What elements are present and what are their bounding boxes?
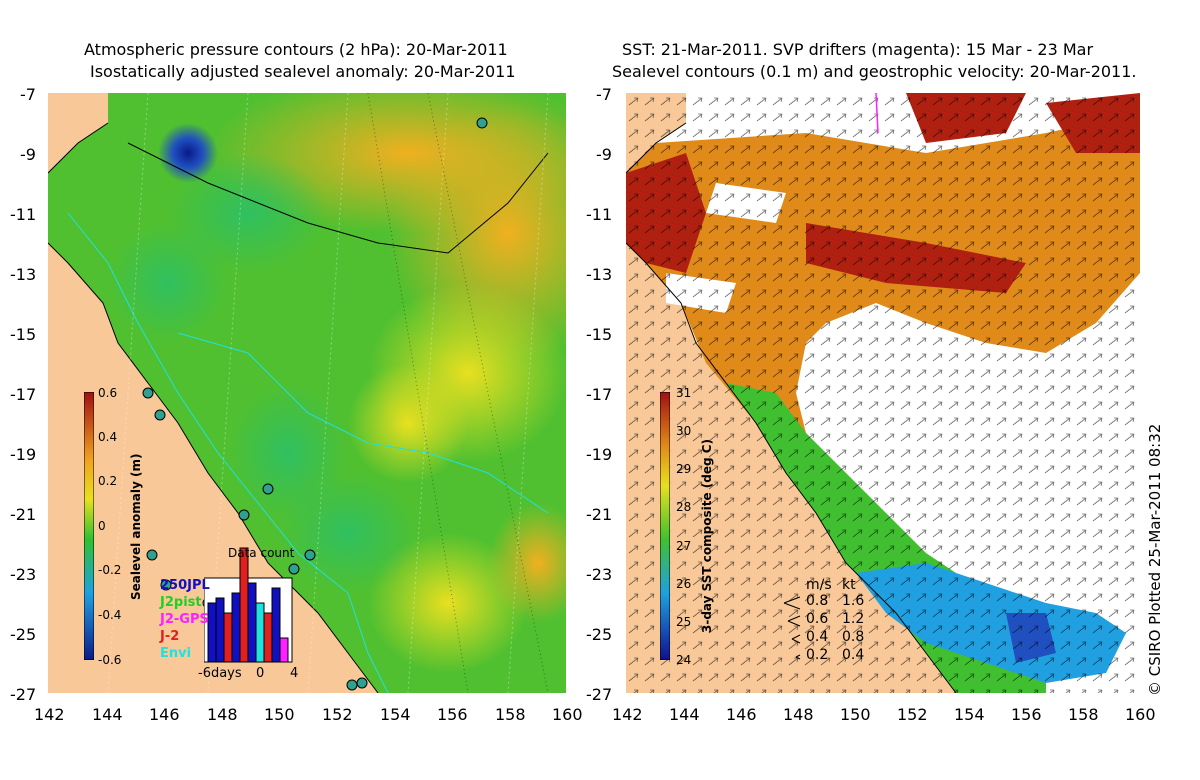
y-tick-label: -9 xyxy=(20,145,36,164)
colorbar-tick-label: 0 xyxy=(98,519,106,533)
colorbar-tick-label: 29 xyxy=(676,462,692,476)
y-tick-label: -13 xyxy=(586,265,613,284)
colorbar-tick-label: 0.6 xyxy=(98,386,118,400)
velocity-legend-kt: 1.6 xyxy=(842,593,865,609)
colorbar-title: Sealevel anomaly (m) xyxy=(129,453,143,600)
colorbar-tick-label: 31 xyxy=(676,386,692,400)
inset-legend-j2gps: J2-GPS xyxy=(160,612,209,627)
velocity-legend-kt: 0.4 xyxy=(842,647,865,663)
colorbar-tick-label: -0.6 xyxy=(98,653,122,667)
sealevel-colorbar xyxy=(84,392,94,660)
x-tick-label: 160 xyxy=(1125,705,1156,724)
colorbar-tick-label: 0.4 xyxy=(98,430,118,444)
x-tick-label: 142 xyxy=(34,705,65,724)
velocity-legend-ms: 0.2 xyxy=(806,647,829,663)
y-tick-label: -21 xyxy=(586,505,613,524)
inset-title: Data count xyxy=(228,546,295,560)
x-tick-label: 156 xyxy=(437,705,468,724)
y-tick-label: -25 xyxy=(586,625,613,644)
right-title-line1: SST: 21-Mar-2011. SVP drifters (magenta)… xyxy=(622,40,1094,59)
x-tick-label: 158 xyxy=(1068,705,1099,724)
velocity-legend-ms: 0.4 xyxy=(806,629,829,645)
colorbar-title: 3-day SST composite (deg C) xyxy=(700,438,714,633)
velocity-legend-arrows xyxy=(783,596,801,660)
y-tick-label: -13 xyxy=(10,265,37,284)
data-count-histogram xyxy=(204,547,293,663)
x-tick-label: 158 xyxy=(495,705,526,724)
y-tick-label: -19 xyxy=(10,445,37,464)
copyright-label: © CSIRO Plotted 25-Mar-2011 08:32 xyxy=(1146,423,1164,696)
colorbar-tick-label: 28 xyxy=(676,500,692,514)
x-tick-label: 144 xyxy=(92,705,123,724)
sst-map: 31 30 29 28 27 26 25 24 3-day SST compos… xyxy=(626,93,1140,693)
y-tick-label: -23 xyxy=(10,565,37,584)
velocity-legend-kt: 0.8 xyxy=(842,629,865,645)
velocity-legend-ms: 0.8 xyxy=(806,593,829,609)
y-tick-label: -15 xyxy=(586,325,613,344)
inset-xlabel: 4 xyxy=(290,666,299,681)
x-tick-label: 154 xyxy=(954,705,985,724)
sst-colorbar xyxy=(660,392,670,660)
y-tick-label: -7 xyxy=(596,85,612,104)
inset-legend-j2pist: J2pist xyxy=(160,595,202,610)
x-tick-label: 160 xyxy=(552,705,583,724)
velocity-legend-header-ms: m/s xyxy=(806,577,832,593)
y-tick-label: -19 xyxy=(586,445,613,464)
x-tick-label: 154 xyxy=(380,705,411,724)
sealevel-anomaly-map: 0.6 0.4 0.2 0 -0.2 -0.4 -0.6 Sealevel an… xyxy=(48,93,566,693)
x-tick-label: 148 xyxy=(207,705,238,724)
inset-legend-j2: J-2 xyxy=(160,629,180,644)
x-tick-label: 144 xyxy=(669,705,700,724)
x-tick-label: 156 xyxy=(1011,705,1042,724)
right-title-line2: Sealevel contours (0.1 m) and geostrophi… xyxy=(612,62,1137,81)
x-tick-label: 142 xyxy=(612,705,643,724)
x-tick-label: 150 xyxy=(264,705,295,724)
y-tick-label: -21 xyxy=(10,505,37,524)
y-tick-label: -23 xyxy=(586,565,613,584)
colorbar-tick-label: 26 xyxy=(676,577,692,591)
x-tick-label: 152 xyxy=(897,705,928,724)
colorbar-tick-label: 0.2 xyxy=(98,474,118,488)
x-tick-label: 152 xyxy=(322,705,353,724)
y-tick-label: -11 xyxy=(586,205,613,224)
sealevel-anomaly-field xyxy=(48,93,566,693)
inset-xlabel: 0 xyxy=(256,666,265,681)
inset-legend-envi: Envi xyxy=(160,646,192,661)
x-tick-label: 146 xyxy=(726,705,757,724)
colorbar-tick-label: 30 xyxy=(676,424,692,438)
y-tick-label: -27 xyxy=(10,685,37,704)
colorbar-tick-label: -0.4 xyxy=(98,608,122,622)
sst-field xyxy=(626,93,1140,693)
y-tick-label: -17 xyxy=(10,385,37,404)
y-tick-label: -25 xyxy=(10,625,37,644)
velocity-legend-header-kt: kt xyxy=(842,577,856,593)
left-title-line1: Atmospheric pressure contours (2 hPa): 2… xyxy=(84,40,508,59)
inset-xlabel: -6days xyxy=(198,666,242,681)
velocity-legend-kt: 1.2 xyxy=(842,611,865,627)
left-title-line2: Isostatically adjusted sealevel anomaly:… xyxy=(90,62,516,81)
colorbar-tick-label: 25 xyxy=(676,615,692,629)
y-tick-label: -11 xyxy=(10,205,37,224)
colorbar-tick-label: 24 xyxy=(676,653,692,667)
colorbar-tick-label: 27 xyxy=(676,539,692,553)
y-tick-label: -27 xyxy=(586,685,613,704)
x-tick-label: 150 xyxy=(840,705,871,724)
velocity-legend-ms: 0.6 xyxy=(806,611,829,627)
colorbar-tick-label: -0.2 xyxy=(98,563,122,577)
y-tick-label: -15 xyxy=(10,325,37,344)
x-tick-label: 146 xyxy=(149,705,180,724)
y-tick-label: -17 xyxy=(586,385,613,404)
x-tick-label: 148 xyxy=(783,705,814,724)
inset-legend-250jpl: 250JPL xyxy=(160,578,210,593)
y-tick-label: -9 xyxy=(596,145,612,164)
y-tick-label: -7 xyxy=(20,85,36,104)
